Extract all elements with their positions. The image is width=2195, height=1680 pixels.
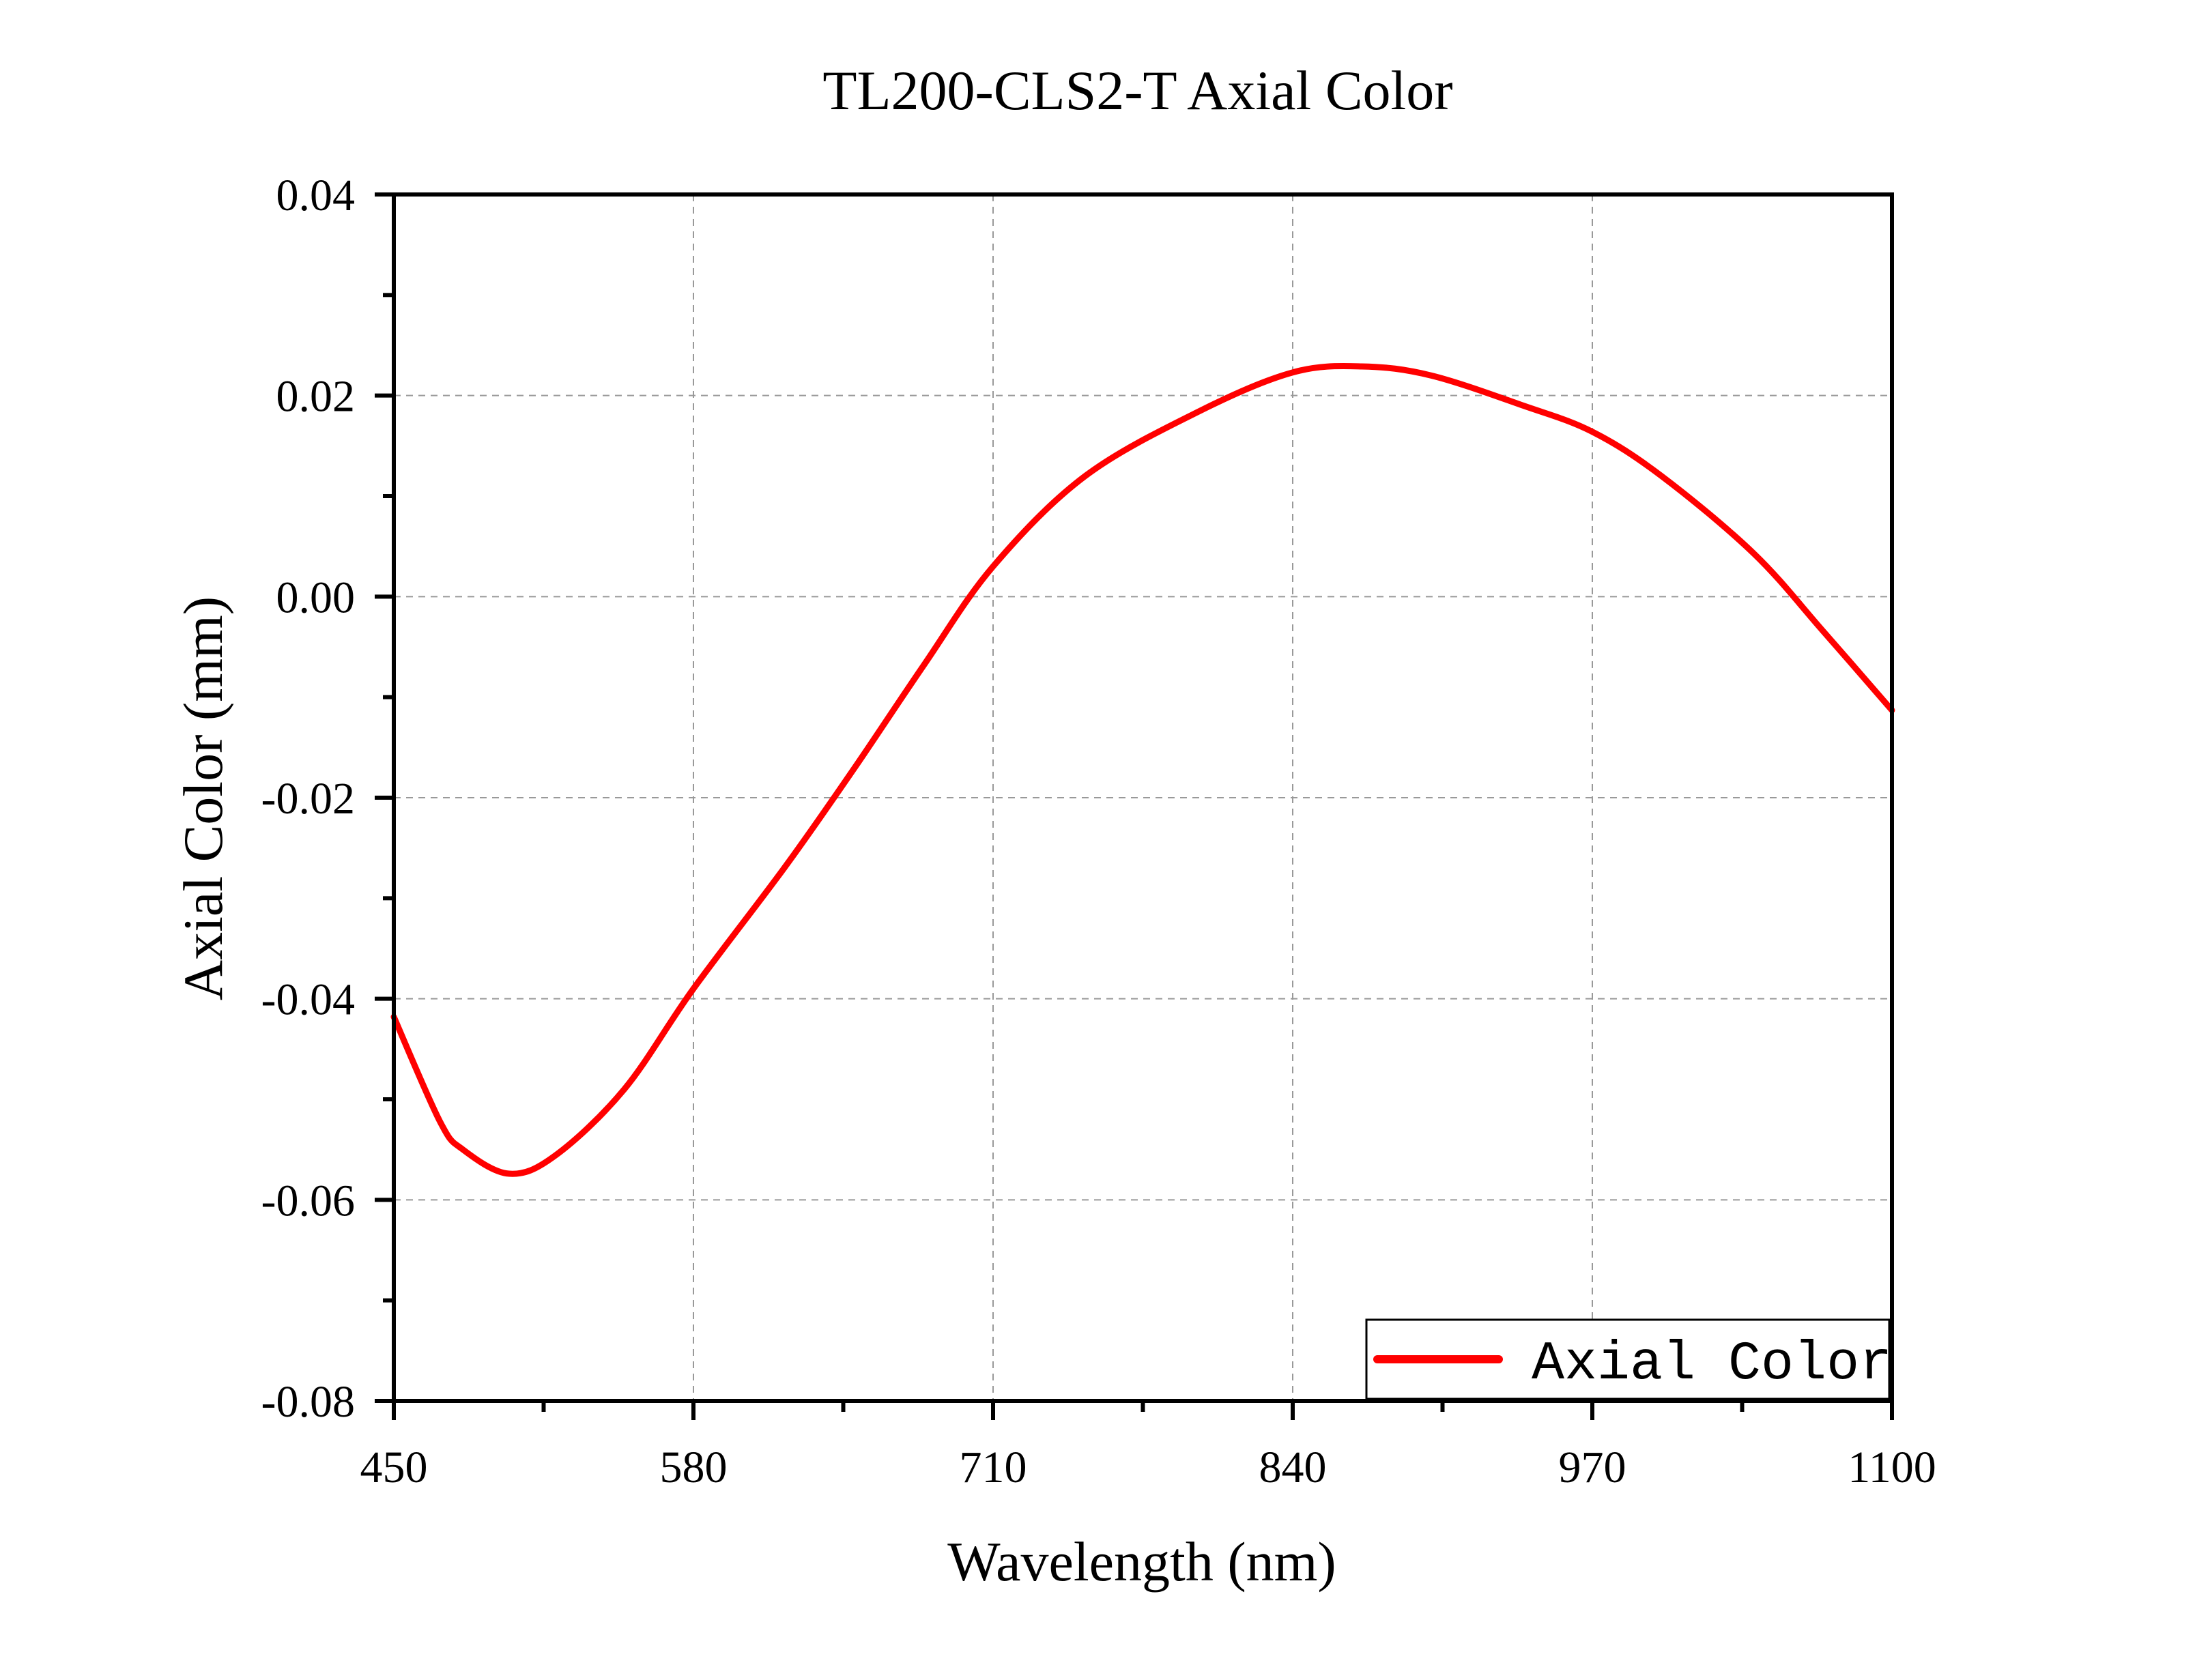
x-tick-label: 970 <box>1559 1443 1626 1492</box>
grid <box>394 194 1892 1401</box>
y-tick-label: 0.04 <box>276 171 356 220</box>
x-tick-label: 450 <box>360 1443 428 1492</box>
x-tick-label: 1100 <box>1848 1443 1936 1492</box>
x-tick-label: 840 <box>1259 1443 1327 1492</box>
y-tick-label: -0.04 <box>261 975 355 1025</box>
y-tick-label: -0.06 <box>261 1176 355 1226</box>
x-axis-label: Wavelength (nm) <box>947 1531 1336 1593</box>
x-tick-label: 710 <box>960 1443 1027 1492</box>
legend-label: Axial Color <box>1532 1333 1892 1395</box>
y-tick-label: -0.08 <box>261 1377 355 1427</box>
y-tick-label: 0.00 <box>276 573 356 622</box>
plot-frame <box>392 192 1894 1403</box>
y-axis-label: Axial Color (mm) <box>172 596 234 1000</box>
chart-title: TL200-CLS2-T Axial Color <box>822 59 1452 121</box>
series-line-axial-color <box>390 362 1895 1177</box>
y-tick-label: -0.02 <box>261 774 355 824</box>
x-tick-label: 580 <box>660 1443 728 1492</box>
legend: Axial Color <box>1365 1318 1892 1400</box>
y-tick-label: 0.02 <box>276 372 356 422</box>
axis-ticks: 450 580 710 840 970 1100 -0.08 -0.06 -0.04 -0.02 0… <box>261 171 1936 1492</box>
